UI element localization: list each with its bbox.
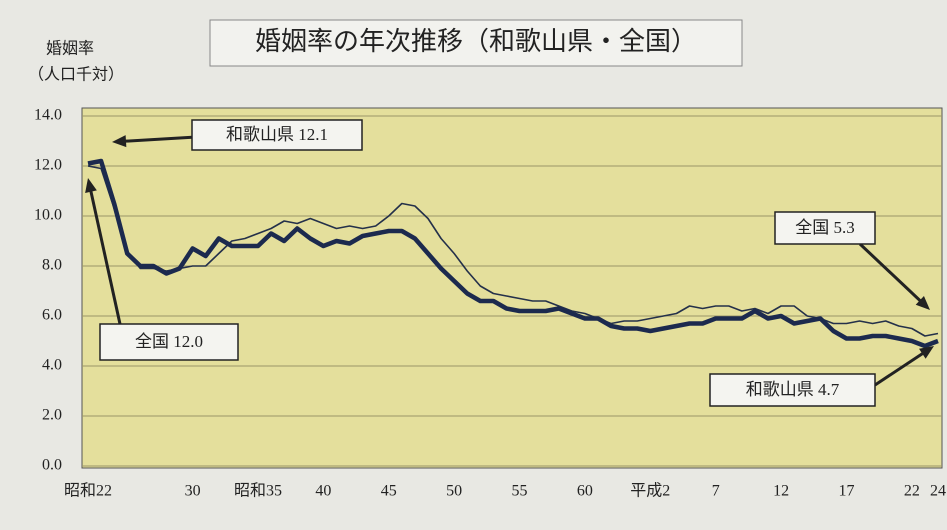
x-tick-label: 昭和35 xyxy=(234,482,282,500)
y-tick-label: 4.0 xyxy=(42,357,62,374)
x-tick-label: 60 xyxy=(577,483,593,500)
x-tick-label: 40 xyxy=(315,483,331,500)
annotation-box xyxy=(774,211,876,245)
annotation-arrow xyxy=(88,187,122,325)
y-axis-label: （人口千対） xyxy=(28,66,124,84)
annotation-arrowhead xyxy=(112,135,127,148)
annotation-arrowhead xyxy=(85,178,97,193)
annotation-arrowhead xyxy=(915,296,930,310)
annotation: 全国 12.0 xyxy=(135,332,203,351)
y-tick-label: 12.0 xyxy=(34,157,62,174)
annotation: 和歌山県 12.1 xyxy=(226,125,328,144)
annotation-arrowhead xyxy=(919,346,934,359)
x-tick-label: 45 xyxy=(381,483,397,500)
annotation-box xyxy=(709,373,876,407)
x-tick-label: 昭和22 xyxy=(64,482,112,500)
y-tick-label: 10.0 xyxy=(34,207,62,224)
x-tick-label: 22 xyxy=(904,483,920,500)
chart-title: 婚姻率の年次推移（和歌山県・全国） xyxy=(255,27,697,56)
x-tick-label: 12 xyxy=(773,483,789,500)
title-box xyxy=(209,19,743,67)
annotation: 和歌山県 4.7 xyxy=(746,380,840,399)
y-tick-label: 2.0 xyxy=(42,407,62,424)
x-tick-label: 55 xyxy=(512,483,528,500)
plot-area xyxy=(81,107,943,469)
annotation: 全国 5.3 xyxy=(795,218,855,237)
y-tick-label: 0.0 xyxy=(42,457,62,474)
annotation-box xyxy=(99,323,239,361)
y-tick-label: 6.0 xyxy=(42,307,62,324)
y-axis-label: 婚姻率 xyxy=(46,40,94,58)
x-tick-label: 17 xyxy=(838,483,854,500)
x-tick-label: 50 xyxy=(446,483,462,500)
x-tick-label: 7 xyxy=(712,483,720,500)
annotation-arrow xyxy=(858,242,924,305)
annotation-arrow xyxy=(874,350,927,387)
x-tick-label: 24 xyxy=(930,483,946,500)
x-tick-label: 平成2 xyxy=(630,482,670,500)
annotation-box xyxy=(191,119,363,151)
line-0 xyxy=(87,158,939,349)
y-tick-label: 8.0 xyxy=(42,257,62,274)
y-tick-label: 14.0 xyxy=(34,107,62,124)
x-tick-label: 30 xyxy=(185,483,201,500)
